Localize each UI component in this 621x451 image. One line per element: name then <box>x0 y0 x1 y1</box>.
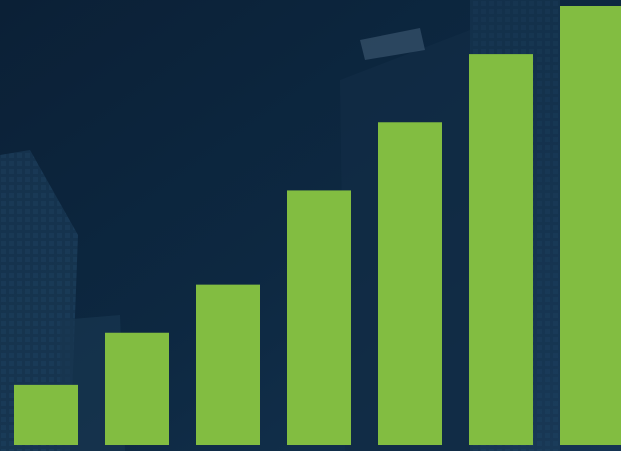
bar <box>287 190 351 445</box>
building <box>0 150 78 451</box>
bar <box>105 332 169 445</box>
bar <box>560 6 621 445</box>
cloud <box>360 28 425 60</box>
bar <box>14 384 78 445</box>
bar <box>469 54 533 445</box>
bar <box>378 122 442 446</box>
bar <box>196 284 260 445</box>
